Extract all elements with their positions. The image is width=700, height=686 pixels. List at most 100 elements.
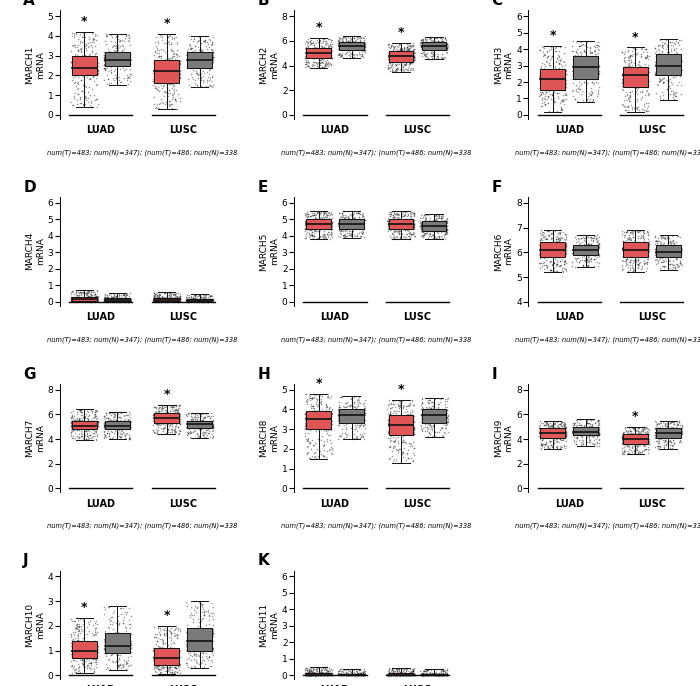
Point [639, 81, 650, 92]
Point [103, 423, 114, 434]
Point [433, 667, 444, 678]
Point [326, 670, 337, 681]
Point [552, 260, 563, 271]
Point [391, 45, 402, 56]
Point [554, 430, 566, 441]
Point [625, 430, 636, 441]
Point [120, 421, 132, 431]
Point [631, 246, 643, 257]
Point [339, 223, 350, 234]
Point [153, 68, 164, 79]
Point [323, 224, 335, 235]
Point [638, 80, 650, 91]
Point [305, 664, 316, 675]
Point [425, 669, 436, 680]
Point [438, 664, 449, 675]
Point [433, 669, 444, 680]
Point [623, 241, 634, 252]
Point [430, 669, 442, 680]
Point [407, 429, 418, 440]
Point [395, 56, 406, 67]
Point [430, 670, 442, 681]
Point [423, 230, 434, 241]
Point [576, 58, 587, 69]
Point [626, 244, 637, 255]
Point [124, 420, 135, 431]
Point [99, 63, 110, 74]
Point [76, 420, 88, 431]
Point [620, 429, 631, 440]
Point [71, 294, 83, 305]
Point [66, 421, 78, 431]
Point [89, 296, 100, 307]
Point [391, 669, 402, 680]
Point [171, 296, 182, 307]
Point [587, 426, 598, 437]
Point [334, 404, 345, 415]
Point [388, 43, 399, 54]
Point [355, 667, 366, 678]
Point [86, 295, 97, 306]
Point [355, 217, 366, 228]
Point [181, 417, 193, 428]
Point [307, 49, 318, 60]
Point [661, 251, 672, 262]
Point [622, 74, 634, 85]
Point [432, 410, 443, 421]
Point [664, 426, 676, 437]
Point [122, 421, 134, 431]
Point [592, 257, 603, 268]
Point [148, 425, 159, 436]
Point [626, 250, 638, 261]
Point [300, 670, 312, 681]
Point [428, 403, 439, 414]
Point [355, 670, 366, 681]
Point [638, 248, 650, 259]
Point [83, 410, 94, 421]
Point [396, 669, 407, 680]
Point [624, 60, 636, 71]
Point [300, 415, 311, 426]
Point [428, 225, 440, 236]
Point [164, 657, 176, 668]
Point [102, 296, 113, 307]
Point [351, 669, 363, 680]
Point [336, 669, 347, 680]
Point [116, 48, 127, 59]
Point [184, 641, 195, 652]
Point [402, 670, 413, 681]
Point [302, 45, 314, 56]
Point [573, 64, 584, 75]
Point [206, 648, 218, 659]
Point [172, 71, 183, 82]
Point [435, 408, 447, 419]
Point [149, 68, 160, 79]
Point [386, 413, 397, 424]
Point [583, 67, 594, 78]
Point [358, 43, 369, 54]
Point [337, 670, 348, 681]
Point [663, 69, 674, 80]
Point [153, 668, 164, 679]
Point [85, 72, 96, 83]
Point [175, 425, 186, 436]
Point [163, 411, 174, 422]
Point [394, 668, 405, 679]
Point [569, 62, 580, 73]
Point [352, 668, 363, 679]
Point [167, 414, 178, 425]
Point [554, 428, 565, 439]
Point [624, 263, 635, 274]
Point [625, 434, 636, 445]
Point [574, 67, 585, 78]
Point [632, 244, 643, 255]
Point [104, 633, 116, 644]
Point [385, 57, 396, 68]
Point [400, 401, 411, 412]
Point [428, 218, 439, 229]
Point [164, 289, 175, 300]
Point [424, 221, 435, 232]
Point [390, 65, 401, 76]
Point [338, 31, 349, 42]
Point [300, 45, 312, 56]
